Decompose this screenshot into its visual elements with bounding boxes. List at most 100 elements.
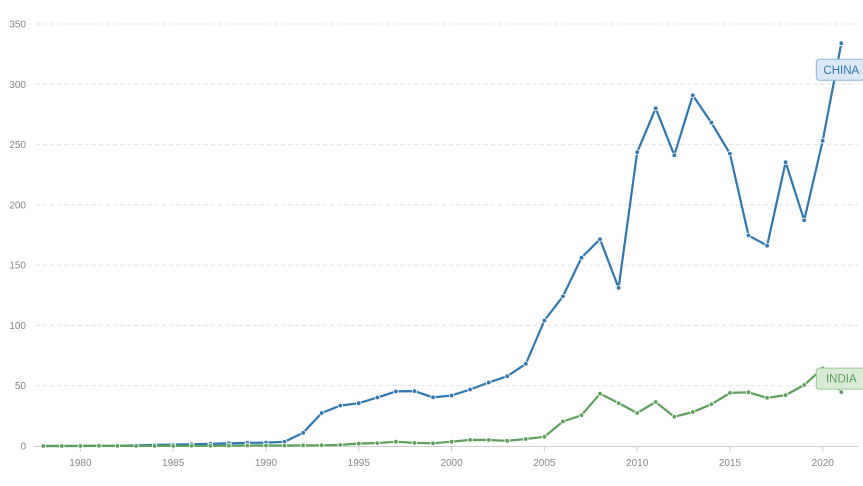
- data-point-china[interactable]: [653, 105, 659, 111]
- y-axis: 0 50 100 150 200 250 300 350: [9, 20, 26, 453]
- data-point-india[interactable]: [356, 440, 362, 447]
- series-line-china: [42, 42, 843, 448]
- y-tick-label: 0: [20, 442, 26, 453]
- data-point-china[interactable]: [430, 394, 436, 401]
- data-point-china[interactable]: [782, 159, 789, 165]
- y-tick-label: 50: [15, 381, 27, 392]
- data-point-china[interactable]: [671, 152, 677, 158]
- data-point-india[interactable]: [40, 443, 46, 449]
- x-tick-label: 1980: [69, 458, 92, 469]
- series-label-china: CHINA: [815, 58, 863, 81]
- y-tick-label: 150: [9, 261, 26, 272]
- x-tick-label: 1995: [348, 458, 371, 469]
- data-point-india[interactable]: [541, 434, 548, 440]
- data-point-china[interactable]: [504, 373, 510, 379]
- data-point-india[interactable]: [708, 401, 715, 407]
- data-point-india[interactable]: [597, 391, 603, 397]
- data-point-india[interactable]: [96, 443, 102, 449]
- series-label-box: [815, 367, 863, 390]
- data-point-india[interactable]: [430, 440, 436, 446]
- data-point-india[interactable]: [448, 439, 455, 445]
- y-tick-label: 300: [9, 80, 26, 91]
- data-point-india[interactable]: [653, 399, 659, 405]
- data-point-china[interactable]: [820, 138, 826, 144]
- data-point-india[interactable]: [114, 443, 121, 449]
- data-point-india[interactable]: [281, 442, 288, 449]
- data-point-china[interactable]: [467, 386, 473, 393]
- data-point-india[interactable]: [337, 442, 343, 448]
- data-point-india[interactable]: [411, 440, 418, 446]
- data-point-china[interactable]: [486, 379, 492, 386]
- data-point-china[interactable]: [727, 150, 733, 157]
- y-tick-label: 250: [9, 140, 26, 151]
- series-label-text: INDIA: [826, 374, 857, 386]
- data-point-china[interactable]: [523, 361, 529, 367]
- data-point-india[interactable]: [151, 443, 158, 449]
- data-point-india[interactable]: [690, 409, 696, 415]
- series-group: [40, 40, 844, 449]
- data-point-china[interactable]: [541, 317, 548, 324]
- data-point-china[interactable]: [838, 40, 844, 46]
- data-point-india[interactable]: [727, 390, 733, 396]
- data-point-india[interactable]: [300, 442, 306, 449]
- series-label-box: [815, 58, 863, 81]
- x-tick-label: 2000: [440, 458, 463, 469]
- data-point-india[interactable]: [615, 400, 622, 406]
- data-point-india[interactable]: [170, 443, 176, 449]
- data-point-india[interactable]: [467, 437, 473, 443]
- data-point-india[interactable]: [504, 438, 510, 444]
- data-point-china[interactable]: [300, 430, 306, 436]
- data-point-china[interactable]: [745, 232, 752, 239]
- x-tick-label: 2020: [812, 458, 835, 469]
- data-point-china[interactable]: [578, 255, 585, 261]
- series-label-text: CHINA: [823, 65, 859, 77]
- data-point-india[interactable]: [560, 418, 566, 425]
- data-point-china[interactable]: [634, 149, 640, 155]
- data-point-india[interactable]: [486, 437, 492, 443]
- data-point-india[interactable]: [319, 442, 325, 448]
- data-point-china[interactable]: [690, 92, 696, 98]
- data-point-india[interactable]: [782, 392, 789, 398]
- data-point-india[interactable]: [393, 439, 399, 445]
- x-tick-label: 2015: [719, 458, 742, 469]
- data-point-china[interactable]: [764, 242, 770, 249]
- data-point-india[interactable]: [188, 443, 195, 449]
- data-point-china[interactable]: [393, 388, 399, 395]
- x-tick-label: 2010: [626, 458, 649, 469]
- data-point-india[interactable]: [226, 442, 232, 449]
- data-point-india[interactable]: [838, 389, 844, 395]
- data-point-india[interactable]: [578, 412, 585, 418]
- data-point-china[interactable]: [319, 410, 325, 416]
- y-tick-label: 100: [9, 321, 26, 332]
- data-point-china[interactable]: [356, 400, 362, 406]
- data-point-india[interactable]: [801, 382, 807, 388]
- data-point-india[interactable]: [764, 395, 770, 401]
- data-point-china[interactable]: [337, 402, 343, 409]
- data-point-india[interactable]: [133, 443, 139, 449]
- data-point-india[interactable]: [244, 442, 251, 449]
- data-point-india[interactable]: [745, 389, 752, 395]
- x-tick-label: 1985: [162, 458, 185, 469]
- data-point-china[interactable]: [374, 394, 380, 401]
- data-point-india[interactable]: [207, 443, 213, 449]
- series-line-india: [42, 367, 843, 448]
- data-point-china[interactable]: [597, 236, 603, 242]
- data-point-china[interactable]: [560, 293, 566, 300]
- data-point-india[interactable]: [671, 414, 677, 420]
- data-point-india[interactable]: [59, 443, 65, 449]
- data-point-china[interactable]: [801, 217, 807, 223]
- data-point-china[interactable]: [615, 285, 622, 291]
- data-point-india[interactable]: [77, 443, 84, 449]
- x-axis: 1980 1985 1990 1995 2000 2005 2010 2015 2020: [34, 446, 858, 469]
- x-tick-label: 1990: [255, 458, 278, 469]
- data-point-china[interactable]: [708, 119, 715, 126]
- series-label-india: INDIA: [815, 367, 863, 390]
- data-point-china[interactable]: [411, 388, 418, 394]
- data-point-india[interactable]: [523, 436, 529, 442]
- data-point-india[interactable]: [263, 442, 269, 449]
- data-point-india[interactable]: [634, 410, 640, 416]
- data-point-china[interactable]: [448, 392, 455, 399]
- data-point-india[interactable]: [374, 440, 380, 446]
